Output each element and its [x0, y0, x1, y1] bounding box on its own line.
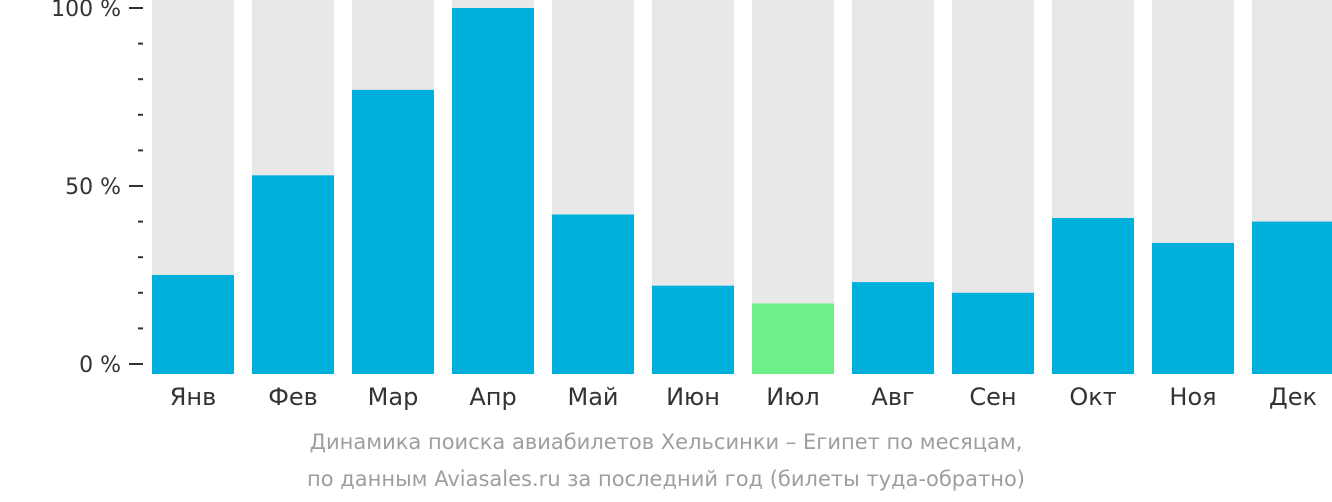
x-tick-label: Сен: [969, 383, 1016, 411]
bar-11: [1152, 242, 1234, 374]
x-tick-label: Июн: [666, 383, 720, 411]
bar-8: [852, 282, 934, 374]
x-tick-label: Май: [567, 383, 618, 411]
bar-1: [152, 275, 234, 374]
y-tick-label: 100 %: [51, 0, 121, 22]
bar-7: [752, 303, 834, 374]
bar-9: [952, 292, 1034, 374]
bar-10: [1052, 218, 1134, 374]
x-tick-label: Апр: [469, 383, 516, 411]
x-tick-label: Окт: [1069, 383, 1116, 411]
y-tick-label: 50 %: [65, 175, 121, 200]
bars: [152, 0, 1332, 374]
x-tick-label: Дек: [1269, 383, 1317, 411]
chart-caption-line-1: Динамика поиска авиабилетов Хельсинки – …: [309, 430, 1023, 454]
chart-caption-line-2: по данным Aviasales.ru за последний год …: [307, 467, 1025, 491]
bar-6: [652, 285, 734, 374]
bar-5: [552, 214, 634, 374]
bar-2: [252, 175, 334, 374]
x-tick-label: Июл: [766, 383, 820, 411]
bar-4: [452, 8, 534, 374]
y-tick-label: 0 %: [79, 353, 121, 378]
x-tick-label: Мар: [368, 383, 419, 411]
x-tick-label: Фев: [268, 383, 318, 411]
bar-3: [352, 89, 434, 374]
x-tick-label: Авг: [871, 383, 914, 411]
y-axis: 0 % 50 % 100 %: [51, 0, 143, 378]
x-tick-label: Ноя: [1169, 383, 1216, 411]
x-axis: Янв Фев Мар Апр Май Июн Июл Авг Сен Окт Ноя Дек: [170, 383, 1317, 411]
bar-12: [1252, 221, 1332, 374]
x-tick-label: Янв: [170, 383, 217, 411]
